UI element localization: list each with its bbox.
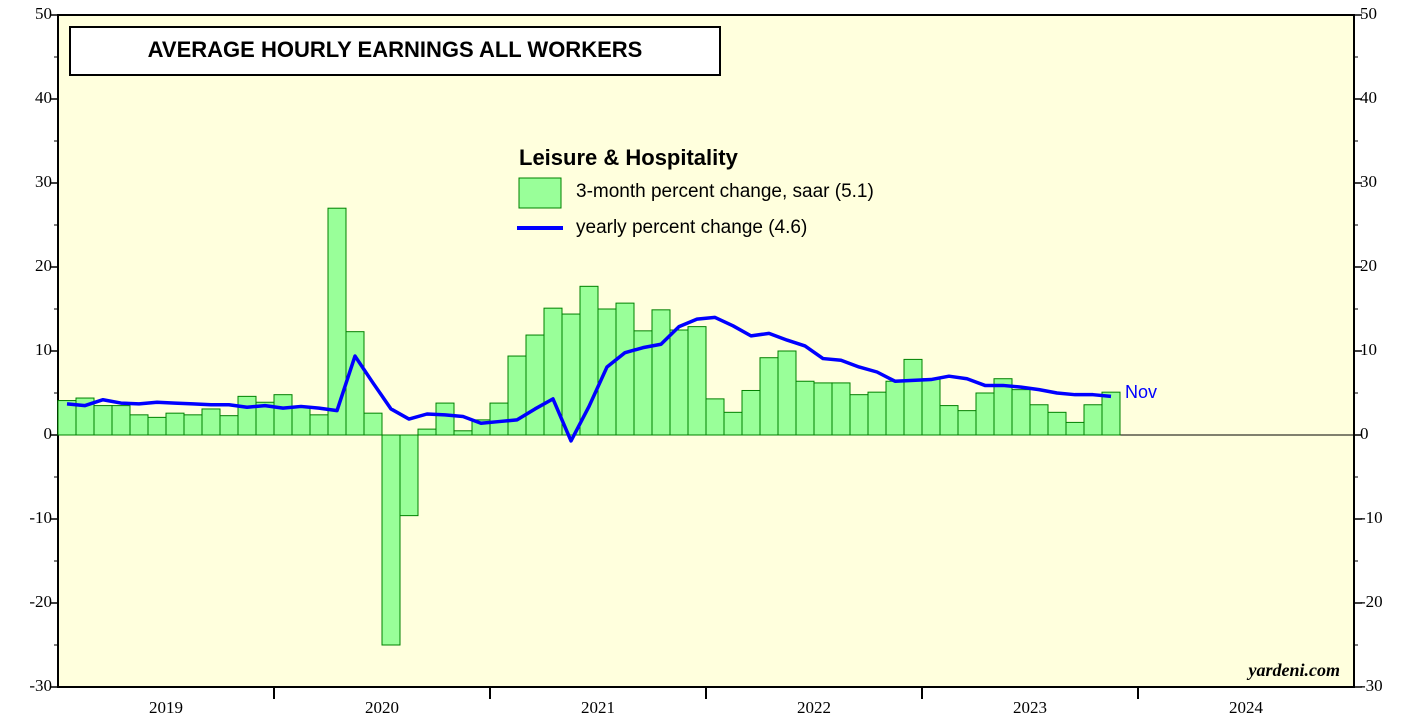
- bar: [291, 405, 311, 436]
- bar: [687, 326, 707, 436]
- bar: [1065, 421, 1085, 436]
- bar: [111, 405, 131, 436]
- bar: [453, 430, 473, 436]
- bar: [651, 309, 671, 436]
- legend-title: Leisure & Hospitality: [519, 145, 739, 170]
- bar: [363, 412, 383, 436]
- legend-swatch: [518, 177, 562, 209]
- bar: [777, 350, 797, 436]
- bar: [381, 434, 401, 646]
- bar: [885, 380, 905, 436]
- bar: [525, 334, 545, 436]
- bar: [327, 207, 347, 436]
- bar: [1029, 404, 1049, 436]
- x-tick-label: 2021: [581, 698, 615, 717]
- y2-tick-label: -30: [1360, 676, 1383, 695]
- bar: [237, 395, 257, 436]
- y-tick-label: 30: [35, 172, 52, 191]
- bar: [903, 358, 923, 436]
- title-box: [69, 26, 721, 76]
- bar: [129, 414, 149, 436]
- bar: [435, 402, 455, 436]
- legend-label: 3-month percent change, saar (5.1): [576, 181, 874, 202]
- bar: [975, 392, 995, 436]
- bar: [579, 285, 599, 436]
- bar: [273, 394, 293, 436]
- x-tick-label: 2024: [1229, 698, 1264, 717]
- x-tick-label: 2022: [797, 698, 831, 717]
- bar: [489, 402, 509, 436]
- bar: [705, 398, 725, 436]
- bar: [345, 331, 365, 436]
- x-tick-label: 2020: [365, 698, 399, 717]
- y2-tick-label: 10: [1360, 340, 1377, 359]
- bar: [1083, 404, 1103, 436]
- bar: [1047, 411, 1067, 436]
- x-tick-label: 2019: [149, 698, 183, 717]
- bar: [813, 382, 833, 436]
- bar: [219, 415, 239, 436]
- bar: [1101, 391, 1121, 436]
- bar: [723, 411, 743, 436]
- bar: [939, 405, 959, 436]
- bar: [921, 378, 941, 436]
- y2-tick-label: -20: [1360, 592, 1383, 611]
- y2-tick-label: 50: [1360, 4, 1377, 23]
- y-tick-label: -20: [29, 592, 52, 611]
- bar: [561, 313, 581, 436]
- bar: [615, 302, 635, 436]
- y2-tick-label: 30: [1360, 172, 1377, 191]
- y2-tick-label: 20: [1360, 256, 1377, 275]
- bar: [183, 414, 203, 436]
- bar: [741, 389, 761, 436]
- y-tick-label: 40: [35, 88, 52, 107]
- bar: [147, 416, 167, 436]
- y-tick-label: 0: [44, 424, 53, 443]
- bar: [309, 414, 329, 436]
- bar: [831, 382, 851, 436]
- y2-tick-label: -10: [1360, 508, 1383, 527]
- legend-label: yearly percent change (4.6): [576, 217, 807, 238]
- bar: [165, 412, 185, 436]
- bar: [201, 408, 221, 436]
- bar: [759, 357, 779, 436]
- bar: [849, 394, 869, 436]
- bar: [957, 410, 977, 436]
- end-label: Nov: [1125, 382, 1157, 402]
- y-tick-label: 50: [35, 4, 52, 23]
- bar: [399, 434, 419, 517]
- y-tick-label: -30: [29, 676, 52, 695]
- x-tick-label: 2023: [1013, 698, 1047, 717]
- bar: [597, 308, 617, 436]
- bar: [417, 428, 437, 436]
- y2-tick-label: 40: [1360, 88, 1377, 107]
- bar: [93, 405, 113, 436]
- line: [66, 315, 1112, 443]
- y2-tick-label: 0: [1360, 424, 1369, 443]
- source: yardeni.com: [1247, 660, 1341, 680]
- bar: [867, 391, 887, 436]
- bar: [1011, 389, 1031, 436]
- bar: [507, 355, 527, 436]
- bar: [795, 380, 815, 436]
- bar: [669, 329, 689, 436]
- y-tick-label: -10: [29, 508, 52, 527]
- y-tick-label: 20: [35, 256, 52, 275]
- chart-title: AVERAGE HOURLY EARNINGS ALL WORKERS: [148, 37, 643, 62]
- y-tick-label: 10: [35, 340, 52, 359]
